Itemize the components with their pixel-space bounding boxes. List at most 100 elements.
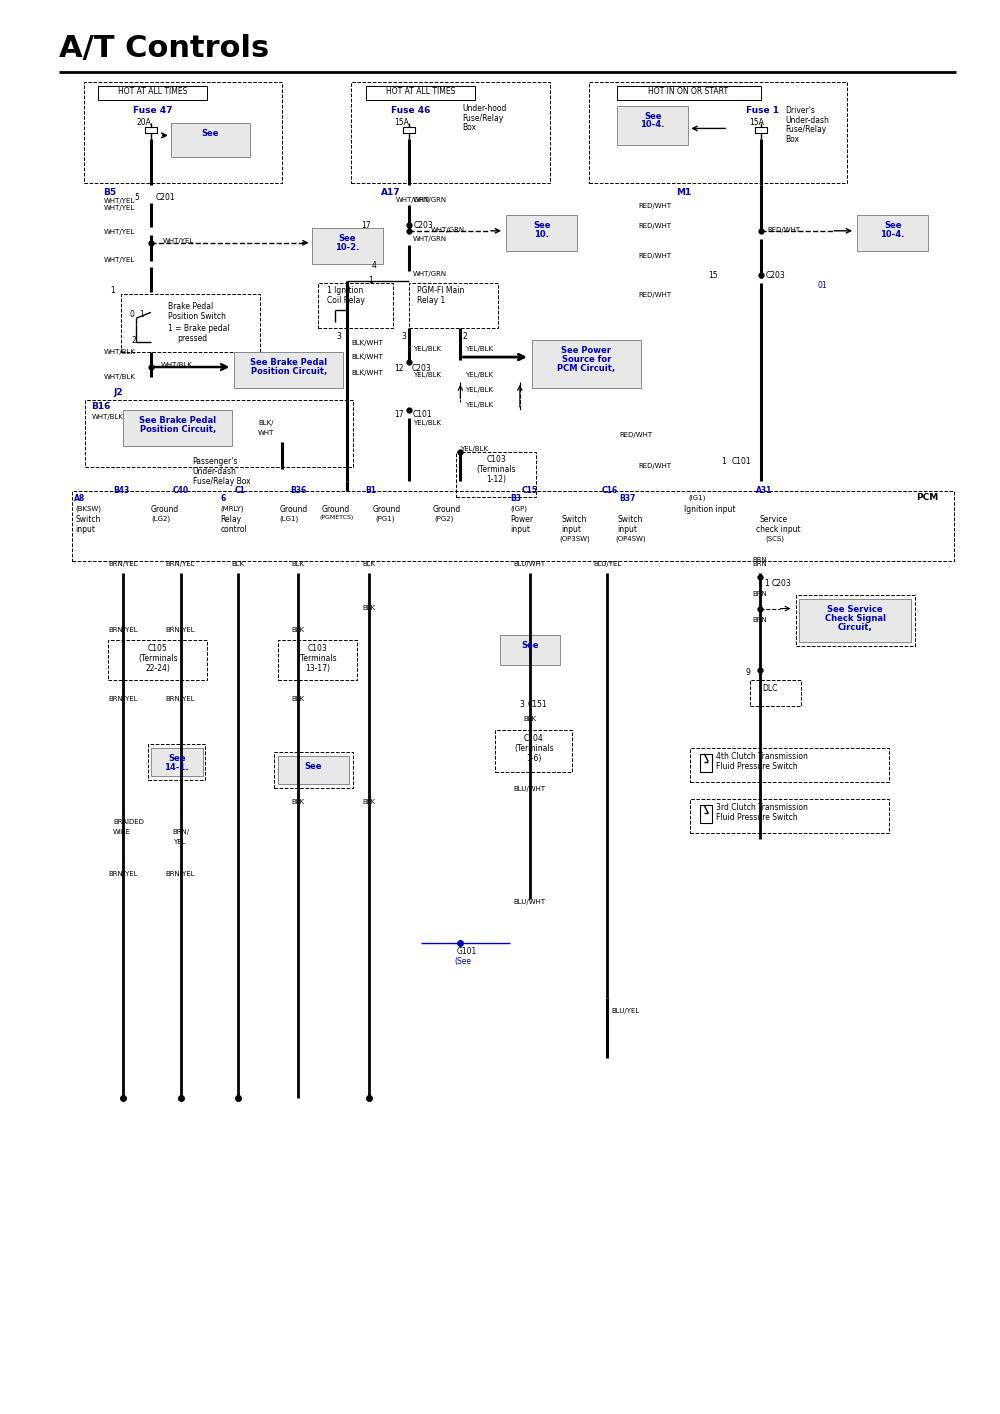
Text: BLU/YEL: BLU/YEL (593, 561, 621, 567)
Text: Passenger's: Passenger's (193, 458, 238, 467)
Text: Brake Pedal: Brake Pedal (168, 303, 213, 311)
Text: See: See (339, 233, 356, 243)
Text: 3rd Clutch Transmission: 3rd Clutch Transmission (716, 803, 808, 813)
Text: Ground: Ground (280, 505, 308, 515)
Text: WHT/GRN: WHT/GRN (413, 236, 447, 242)
Text: Power: Power (510, 515, 533, 525)
Text: YEL/BLK: YEL/BLK (460, 445, 488, 451)
Text: Switch: Switch (76, 515, 101, 525)
Text: BLU/WHT: BLU/WHT (514, 899, 546, 905)
Text: BRN: BRN (752, 617, 767, 622)
Bar (700, 806, 712, 823)
Text: WHT/YEL: WHT/YEL (103, 205, 135, 211)
Text: C203: C203 (766, 270, 786, 280)
Text: Position Circuit,: Position Circuit, (251, 368, 327, 376)
Text: BLU/WHT: BLU/WHT (514, 786, 546, 792)
Text: 2: 2 (462, 332, 467, 341)
Bar (85, 400, 353, 468)
Text: 1: 1 (110, 287, 115, 296)
Bar (495, 730, 572, 772)
Text: A/T Controls: A/T Controls (59, 34, 269, 64)
Text: RED/WHT: RED/WHT (639, 223, 672, 229)
Text: WHT/BLK: WHT/BLK (161, 362, 193, 368)
Text: (Terminals: (Terminals (514, 744, 554, 752)
Text: (PG1): (PG1) (375, 515, 395, 522)
Text: YEL: YEL (173, 840, 185, 846)
Text: Under-dash: Under-dash (193, 468, 236, 477)
Text: See: See (521, 642, 538, 650)
Text: C203: C203 (414, 221, 433, 230)
Text: 10-2.: 10-2. (335, 243, 359, 252)
Text: Service: Service (760, 515, 788, 525)
Text: 10-4.: 10-4. (881, 230, 905, 239)
Text: 1-12): 1-12) (486, 475, 506, 485)
Text: 12: 12 (394, 363, 404, 373)
Text: 17: 17 (361, 221, 371, 230)
Text: BRN: BRN (752, 591, 767, 597)
Text: BRN/YEL: BRN/YEL (108, 628, 138, 633)
Text: B43: B43 (113, 486, 130, 495)
Text: YEL/BLK: YEL/BLK (465, 402, 493, 407)
Text: C15: C15 (522, 486, 538, 495)
Bar (351, 82, 550, 182)
Text: WHT/YEL: WHT/YEL (163, 238, 194, 243)
Text: C105: C105 (148, 645, 168, 653)
Text: 1-6): 1-6) (526, 754, 541, 762)
Text: Check Signal: Check Signal (825, 614, 886, 622)
Text: Box: Box (786, 136, 800, 144)
Text: Relay 1: Relay 1 (417, 297, 445, 305)
Bar (148, 744, 205, 779)
Text: input: input (76, 525, 96, 534)
Text: BRN/YEL: BRN/YEL (108, 871, 138, 877)
Text: (SCS): (SCS) (766, 534, 785, 542)
Text: See: See (168, 754, 185, 762)
Text: C203: C203 (772, 578, 791, 588)
Text: input: input (510, 525, 530, 534)
Bar (278, 755, 349, 783)
Bar (755, 127, 767, 133)
Text: (LG2): (LG2) (151, 515, 170, 522)
Bar (121, 294, 260, 352)
Text: Under-dash: Under-dash (786, 116, 829, 124)
Bar (799, 598, 911, 642)
Text: C103: C103 (308, 645, 327, 653)
Text: 15A: 15A (394, 119, 409, 127)
Text: check input: check input (756, 525, 800, 534)
Text: (PG2): (PG2) (435, 515, 454, 522)
Text: Fuse/Relay Box: Fuse/Relay Box (193, 478, 250, 486)
Text: BLK/WHT: BLK/WHT (351, 341, 383, 346)
Text: See Power: See Power (561, 346, 611, 355)
Text: See: See (305, 762, 322, 771)
Text: G101: G101 (456, 946, 477, 956)
Text: WHT/BLK: WHT/BLK (103, 373, 135, 380)
Text: YEL/BLK: YEL/BLK (465, 372, 493, 378)
Text: Source for: Source for (562, 355, 611, 363)
Text: Coil Relay: Coil Relay (327, 297, 365, 305)
Text: Ignition input: Ignition input (684, 505, 736, 515)
Text: input: input (561, 525, 581, 534)
Bar (617, 106, 688, 146)
Text: PGM-FI Main: PGM-FI Main (417, 287, 464, 296)
Text: 3: 3 (336, 332, 341, 341)
Text: A8: A8 (74, 495, 85, 503)
Text: YEL/BLK: YEL/BLK (413, 372, 441, 378)
Bar (318, 283, 393, 328)
Text: HOT IN ON OR START: HOT IN ON OR START (648, 86, 728, 96)
Text: Fuse/Relay: Fuse/Relay (786, 126, 827, 134)
Text: BRAIDED: BRAIDED (113, 819, 144, 826)
Text: 15: 15 (709, 270, 718, 280)
Text: B37: B37 (619, 495, 635, 503)
Text: BLK/: BLK/ (258, 420, 274, 426)
Text: See: See (644, 112, 661, 120)
Text: B16: B16 (91, 402, 111, 411)
Text: BLK: BLK (291, 696, 304, 703)
Text: Fuse 1: Fuse 1 (746, 106, 779, 115)
Text: C103: C103 (486, 455, 506, 464)
Bar (84, 82, 282, 182)
Text: C101: C101 (413, 410, 432, 419)
Bar (796, 595, 915, 646)
Bar (456, 451, 536, 498)
Text: B36: B36 (290, 486, 306, 495)
Text: BLK/WHT: BLK/WHT (351, 354, 383, 361)
Text: pressed: pressed (178, 334, 208, 344)
